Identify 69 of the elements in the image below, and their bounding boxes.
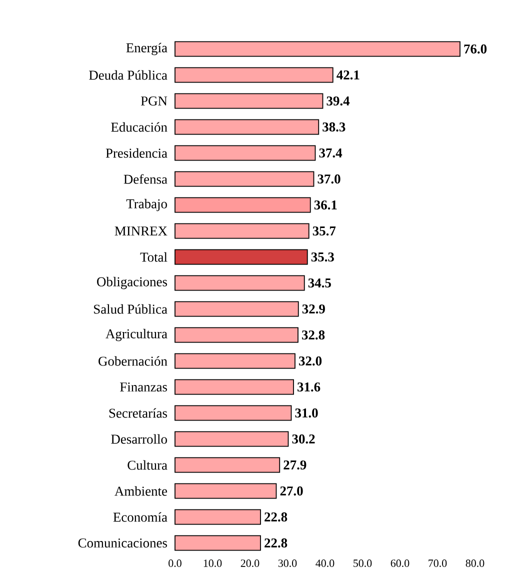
bar xyxy=(174,353,296,369)
bar xyxy=(174,457,280,473)
data-label: 37.0 xyxy=(318,174,340,184)
data-label: 76.0 xyxy=(464,44,487,54)
x-tick-label: 10.0 xyxy=(204,560,222,567)
y-tick-label: MINREX xyxy=(114,226,168,236)
bar xyxy=(174,535,261,551)
bar xyxy=(174,171,314,187)
bar xyxy=(174,275,305,291)
bar xyxy=(174,483,277,499)
y-tick-label: Ambiente xyxy=(114,486,168,496)
x-tick-label: 20.0 xyxy=(240,560,260,567)
y-tick-label: PGN xyxy=(140,96,168,106)
data-label: 32.0 xyxy=(299,356,322,366)
bar xyxy=(174,41,460,57)
x-tick-label: 30.0 xyxy=(278,560,297,567)
data-label: 30.2 xyxy=(292,434,315,444)
bar xyxy=(174,509,261,525)
data-label: 22.8 xyxy=(264,512,288,522)
x-tick-label: 0.0 xyxy=(168,560,182,567)
data-label: 35.7 xyxy=(312,226,336,236)
y-tick-label: Salud Pública xyxy=(94,304,168,314)
bar xyxy=(174,431,289,447)
data-label: 32.8 xyxy=(302,330,325,340)
y-tick-label: Defensa xyxy=(124,174,168,184)
data-label: 22.8 xyxy=(264,538,288,548)
bar xyxy=(174,327,298,343)
data-label: 31.0 xyxy=(295,408,318,418)
y-tick-label: Cultura xyxy=(128,460,168,470)
y-tick-label: Comunicaciones xyxy=(78,538,168,548)
y-tick-label: Finanzas xyxy=(120,382,168,392)
bar xyxy=(174,405,292,421)
data-label: 27.0 xyxy=(280,486,303,496)
y-tick-label: Trabajo xyxy=(126,198,167,212)
data-label: 36.1 xyxy=(314,200,337,210)
y-tick-label: Presidencia xyxy=(106,148,168,158)
y-tick-label: Desarrollo xyxy=(111,434,167,444)
y-tick-label: Deuda Pública xyxy=(89,70,168,80)
data-label: 37.4 xyxy=(319,148,342,158)
y-tick-label: Educación xyxy=(111,122,168,132)
bar xyxy=(174,67,334,83)
y-tick-label: Energía xyxy=(126,42,168,56)
data-label: 35.3 xyxy=(311,252,334,262)
bar xyxy=(174,301,299,317)
y-tick-label: Obligaciones xyxy=(97,276,168,290)
bar xyxy=(174,119,320,135)
x-tick-label: 60.0 xyxy=(390,560,410,567)
y-tick-label: Agricultura xyxy=(106,328,168,342)
bar xyxy=(174,249,308,265)
y-tick-label: Gobernación xyxy=(98,356,168,366)
x-tick-label: 40.0 xyxy=(316,560,334,567)
data-label: 39.4 xyxy=(326,96,350,106)
data-label: 27.9 xyxy=(284,460,306,470)
data-label: 32.9 xyxy=(302,304,325,314)
y-tick-label: Total xyxy=(140,252,168,262)
bar xyxy=(174,379,294,395)
data-label: 31.6 xyxy=(298,382,320,392)
y-tick-label: Secretarías xyxy=(109,408,168,418)
data-label: 42.1 xyxy=(336,70,360,80)
x-tick-label: 80.0 xyxy=(466,560,484,567)
data-label: 38.3 xyxy=(322,122,346,132)
y-tick-label: Economía xyxy=(113,512,168,522)
x-tick-label: 70.0 xyxy=(428,560,447,567)
bar xyxy=(174,145,316,161)
bar xyxy=(174,223,310,239)
bar xyxy=(174,93,324,109)
x-tick-label: 50.0 xyxy=(354,560,372,567)
bar xyxy=(174,197,311,213)
data-label: 34.5 xyxy=(308,278,331,288)
